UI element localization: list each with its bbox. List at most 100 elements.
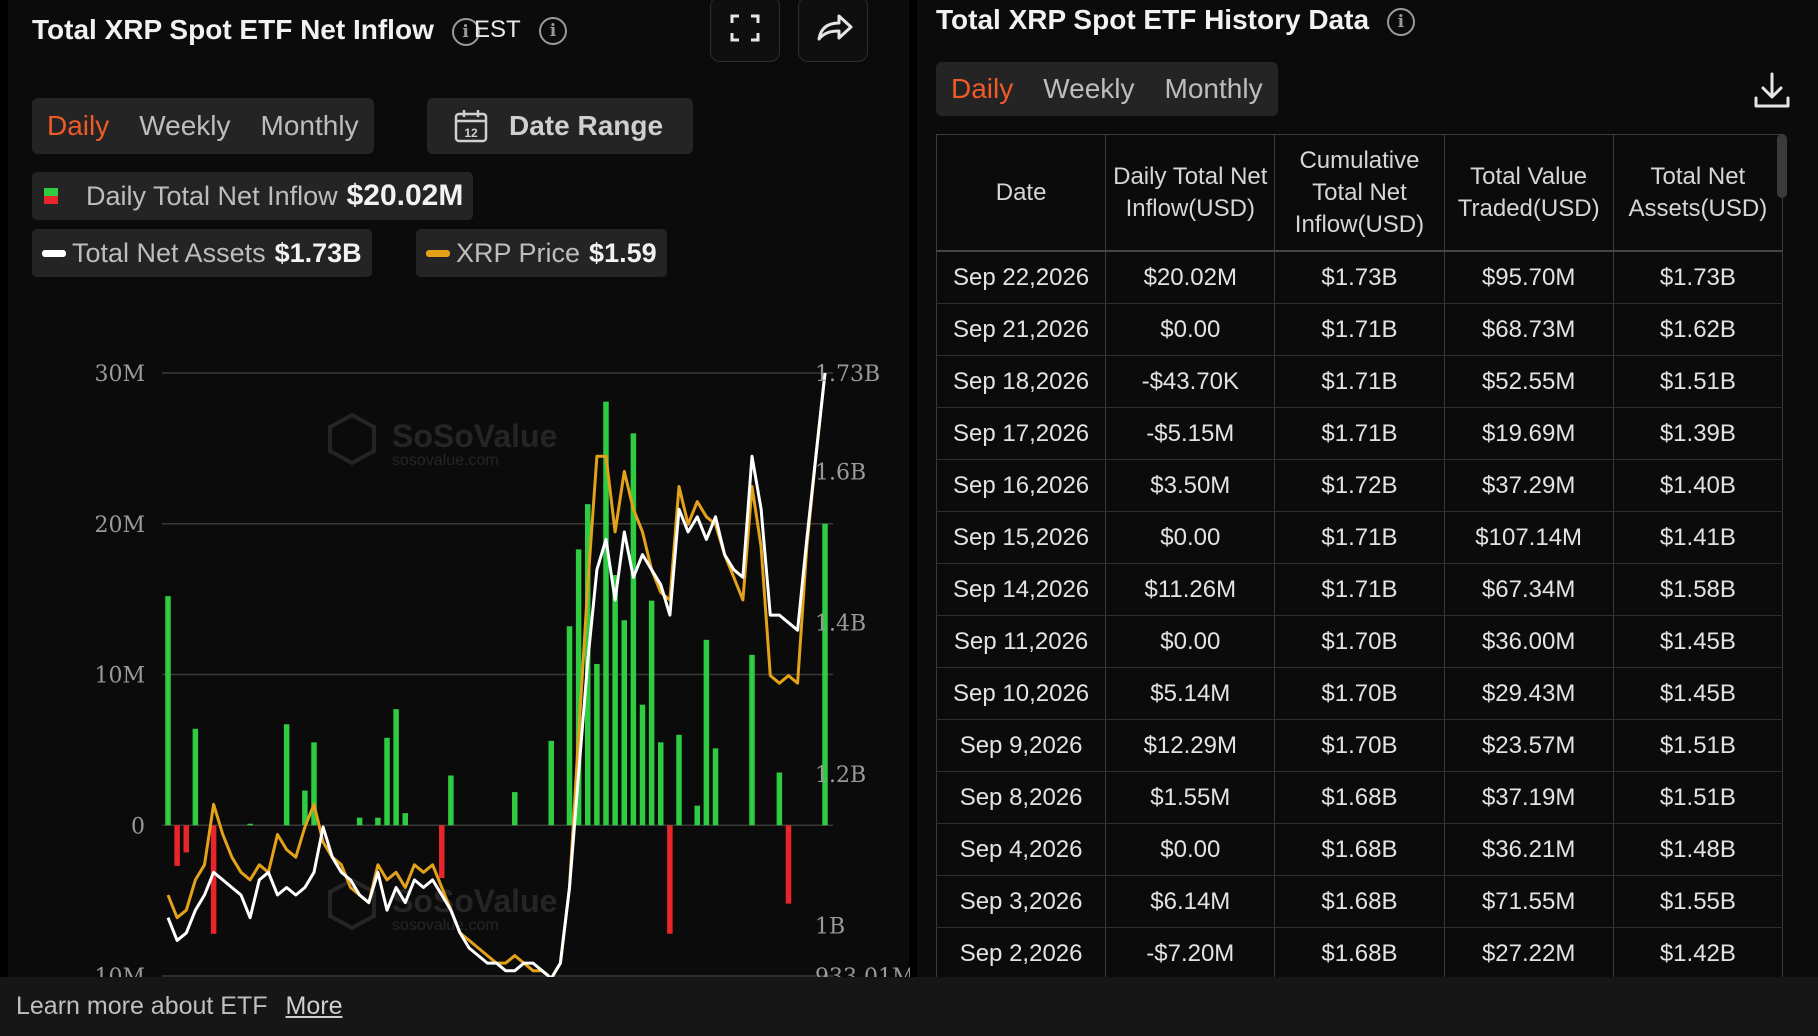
value-cell: $1.68B: [1275, 772, 1444, 824]
value-cell: $1.39B: [1613, 408, 1782, 460]
value-cell: $1.71B: [1275, 356, 1444, 408]
inflow-bar[interactable]: [375, 818, 381, 826]
inflow-bar[interactable]: [384, 738, 390, 825]
value-cell: $6.14M: [1106, 876, 1275, 928]
inflow-bar[interactable]: [622, 620, 628, 825]
value-cell: $3.50M: [1106, 460, 1275, 512]
value-cell: $67.34M: [1444, 564, 1613, 616]
more-link[interactable]: More: [286, 992, 343, 1021]
y-left-tick-label: 20M: [94, 513, 145, 538]
column-header[interactable]: Date: [937, 135, 1106, 252]
value-cell: $0.00: [1106, 616, 1275, 668]
y-right-tick-label: 1.6B: [815, 460, 866, 485]
date-cell: Sep 17,2026: [937, 408, 1106, 460]
download-icon[interactable]: [1752, 70, 1792, 110]
tab-weekly[interactable]: Weekly: [1028, 73, 1149, 105]
watermark: SoSoValue sosovalue.com: [330, 415, 557, 469]
inflow-bar[interactable]: [749, 655, 755, 825]
table-row: Sep 15,2026 $0.00 $1.71B $107.14M $1.41B: [937, 512, 1783, 564]
value-cell: $5.14M: [1106, 668, 1275, 720]
value-cell: -$43.70K: [1106, 356, 1275, 408]
tab-daily[interactable]: Daily: [936, 73, 1028, 105]
value-cell: $1.51B: [1613, 772, 1782, 824]
inflow-bar[interactable]: [786, 825, 792, 903]
y-right-tick-label: 1B: [815, 914, 845, 939]
value-cell: $36.21M: [1444, 824, 1613, 876]
inflow-bar[interactable]: [640, 705, 646, 826]
inflow-bar[interactable]: [676, 735, 682, 825]
table-row: Sep 8,2026 $1.55M $1.68B $37.19M $1.51B: [937, 772, 1783, 824]
date-cell: Sep 8,2026: [937, 772, 1106, 824]
inflow-bar[interactable]: [612, 575, 618, 825]
table-row: Sep 4,2026 $0.00 $1.68B $36.21M $1.48B: [937, 824, 1783, 876]
inflow-bar[interactable]: [549, 741, 555, 825]
inflow-bar[interactable]: [448, 776, 454, 826]
inflow-bar[interactable]: [512, 792, 518, 825]
value-cell: $27.22M: [1444, 928, 1613, 980]
table-scrollbar[interactable]: [1777, 134, 1787, 198]
column-header[interactable]: Cumulative Total Net Inflow(USD): [1275, 135, 1444, 252]
tab-monthly[interactable]: Monthly: [1150, 73, 1278, 105]
table-row: Sep 16,2026 $3.50M $1.72B $37.29M $1.40B: [937, 460, 1783, 512]
inflow-bar[interactable]: [393, 709, 399, 825]
value-cell: $1.71B: [1275, 408, 1444, 460]
footer-text: Learn more about ETF: [16, 992, 268, 1021]
inflow-bar[interactable]: [631, 433, 637, 825]
value-cell: $37.19M: [1444, 772, 1613, 824]
inflow-bar[interactable]: [695, 806, 701, 826]
footer: Learn more about ETF More: [0, 977, 1818, 1036]
value-cell: $19.69M: [1444, 408, 1613, 460]
inflow-bars: [165, 402, 828, 934]
date-cell: Sep 22,2026: [937, 251, 1106, 304]
inflow-bar[interactable]: [567, 626, 573, 825]
value-cell: $1.55M: [1106, 772, 1275, 824]
inflow-bar[interactable]: [649, 601, 655, 826]
inflow-bar[interactable]: [174, 825, 180, 866]
value-cell: $1.68B: [1275, 928, 1444, 980]
net-inflow-chart[interactable]: SoSoValue sosovalue.com SoSoValue sosova…: [0, 0, 910, 977]
date-cell: Sep 18,2026: [937, 356, 1106, 408]
value-cell: $71.55M: [1444, 876, 1613, 928]
value-cell: $1.68B: [1275, 824, 1444, 876]
value-cell: $1.55B: [1613, 876, 1782, 928]
value-cell: $1.45B: [1613, 616, 1782, 668]
info-icon[interactable]: i: [1387, 8, 1415, 36]
value-cell: $1.70B: [1275, 616, 1444, 668]
value-cell: $1.72B: [1275, 460, 1444, 512]
inflow-bar[interactable]: [357, 818, 363, 826]
value-cell: $1.71B: [1275, 512, 1444, 564]
value-cell: $1.73B: [1613, 251, 1782, 304]
date-cell: Sep 15,2026: [937, 512, 1106, 564]
inflow-bar[interactable]: [667, 825, 673, 934]
column-header[interactable]: Daily Total Net Inflow(USD): [1106, 135, 1275, 252]
value-cell: -$7.20M: [1106, 928, 1275, 980]
date-cell: Sep 10,2026: [937, 668, 1106, 720]
table-row: Sep 18,2026 -$43.70K $1.71B $52.55M $1.51B: [937, 356, 1783, 408]
inflow-bar[interactable]: [403, 813, 409, 825]
inflow-bar[interactable]: [247, 824, 253, 826]
inflow-bar[interactable]: [439, 825, 445, 878]
inflow-bar[interactable]: [713, 748, 719, 825]
inflow-bar[interactable]: [184, 825, 190, 852]
inflow-bar[interactable]: [193, 729, 199, 825]
column-header[interactable]: Total Net Assets(USD): [1613, 135, 1782, 252]
inflow-bar[interactable]: [658, 742, 664, 825]
value-cell: $1.68B: [1275, 876, 1444, 928]
y-left-tick-label: 0: [131, 814, 145, 839]
value-cell: $107.14M: [1444, 512, 1613, 564]
date-cell: Sep 4,2026: [937, 824, 1106, 876]
history-table: Date Daily Total Net Inflow(USD) Cumulat…: [936, 134, 1783, 1032]
date-cell: Sep 11,2026: [937, 616, 1106, 668]
y-left-tick-label: 30M: [94, 362, 145, 387]
date-cell: Sep 2,2026: [937, 928, 1106, 980]
inflow-bar[interactable]: [704, 640, 710, 825]
inflow-bar[interactable]: [594, 664, 600, 825]
y-right-tick-label: 1.2B: [815, 763, 866, 788]
column-header[interactable]: Total Value Traded(USD): [1444, 135, 1613, 252]
value-cell: $1.41B: [1613, 512, 1782, 564]
svg-text:SoSoValue: SoSoValue: [392, 418, 557, 454]
date-cell: Sep 9,2026: [937, 720, 1106, 772]
inflow-bar[interactable]: [777, 772, 783, 825]
inflow-bar[interactable]: [165, 596, 171, 825]
inflow-bar[interactable]: [284, 724, 290, 825]
